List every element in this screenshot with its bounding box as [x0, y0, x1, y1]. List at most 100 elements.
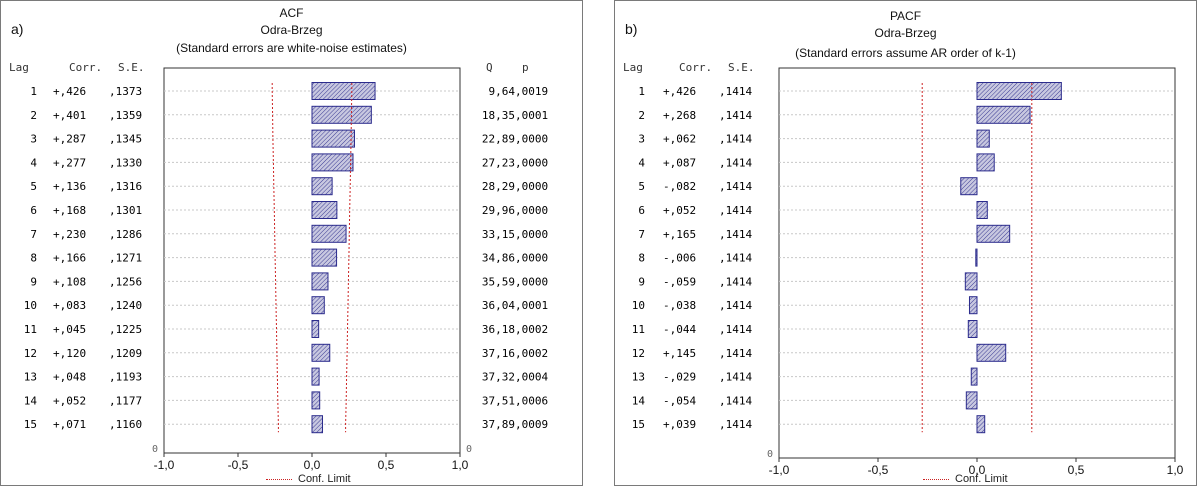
corr-header: Corr. — [679, 61, 713, 74]
pacf-plot: 1 +,426 ,1414 2 +,268 ,1414 3 +,062 ,1414 4 +,087,… — [632, 67, 1184, 477]
p-label: ,0001 — [515, 299, 548, 312]
x-tick-label: 0,0 — [304, 458, 321, 472]
bar-lag-15 — [311, 415, 324, 434]
legend-label: Conf. Limit — [298, 473, 351, 485]
bar-lag-4 — [311, 153, 354, 172]
se-label: ,1160 — [109, 418, 142, 431]
corr-label: +,071 — [53, 418, 86, 431]
x-tick-label: 1,0 — [452, 458, 469, 472]
se-label: ,1414 — [719, 109, 752, 122]
se-label: ,1414 — [719, 133, 752, 146]
corr-label: +,048 — [53, 371, 86, 384]
acf-panel: a) ACF Odra-Brzeg (Standard errors are w… — [0, 0, 583, 486]
lag-label: 7 — [30, 228, 37, 241]
lag-label: 6 — [30, 204, 37, 217]
lag-label: 12 — [24, 347, 37, 360]
bar-lag-13 — [970, 367, 978, 386]
p-label: ,0000 — [515, 252, 548, 265]
q-label: 33,15 — [482, 228, 515, 241]
p-label: ,0002 — [515, 323, 548, 336]
p-label: ,0000 — [515, 133, 548, 146]
bar-lag-3 — [311, 129, 355, 148]
chart-note: (Standard errors are white-noise estimat… — [176, 41, 407, 55]
x-tick-label: -0,5 — [228, 458, 249, 472]
corr-label: +,120 — [53, 347, 86, 360]
x-tick-label: -1,0 — [769, 463, 790, 477]
corr-label: +,287 — [53, 133, 86, 146]
se-label: ,1256 — [109, 275, 142, 288]
lag-label: 12 — [632, 347, 645, 360]
se-label: ,1193 — [109, 371, 142, 384]
se-label: ,1414 — [719, 371, 752, 384]
lag-label: 14 — [24, 394, 38, 407]
bar-lag-10 — [968, 296, 978, 315]
bar-lag-3 — [976, 129, 990, 148]
lag-label: 15 — [24, 418, 37, 431]
conf-limit-lower — [271, 83, 279, 433]
q-label: 34,86 — [482, 252, 515, 265]
se-label: ,1414 — [719, 394, 752, 407]
p-label: ,0002 — [515, 347, 548, 360]
x-tick-label: -1,0 — [154, 458, 175, 472]
se-label: ,1240 — [109, 299, 142, 312]
corr-label: +,268 — [663, 109, 696, 122]
corr-label: -,006 — [663, 252, 696, 265]
se-label: ,1414 — [719, 299, 752, 312]
se-label: ,1414 — [719, 275, 752, 288]
zero-label-left: 0 — [767, 449, 773, 460]
x-tick-label: 0,5 — [378, 458, 395, 472]
se-label: ,1286 — [109, 228, 142, 241]
lag-label: 9 — [30, 275, 37, 288]
chart-note: (Standard errors assume AR order of k-1) — [795, 46, 1016, 60]
p-label: ,0004 — [515, 371, 548, 384]
lag-label: 8 — [30, 252, 37, 265]
bar-lag-6 — [976, 201, 988, 219]
bar-lag-12 — [976, 343, 1007, 362]
corr-label: +,230 — [53, 228, 86, 241]
lag-label: 1 — [638, 85, 645, 98]
lag-header: Lag — [623, 61, 643, 74]
bar-lag-10 — [311, 296, 325, 315]
q-label: 37,16 — [482, 347, 515, 360]
lag-label: 5 — [638, 180, 645, 193]
q-label: 28,29 — [482, 180, 515, 193]
bar-lag-11 — [311, 320, 320, 338]
lag-label: 4 — [30, 156, 37, 169]
bar-lag-7 — [311, 224, 347, 243]
se-label: ,1414 — [719, 418, 752, 431]
bar-lag-13 — [311, 367, 320, 386]
lag-label: 6 — [638, 204, 645, 217]
se-label: ,1345 — [109, 133, 142, 146]
bar-lag-9 — [311, 272, 329, 291]
q-label: 35,59 — [482, 275, 515, 288]
lag-label: 8 — [638, 252, 645, 265]
bar-lag-14 — [965, 391, 978, 410]
lag-label: 1 — [30, 85, 37, 98]
conf-limit-upper — [345, 83, 353, 433]
corr-label: -,038 — [663, 299, 696, 312]
p-label: ,0000 — [515, 275, 548, 288]
bar-lag-8 — [311, 248, 338, 267]
se-label: ,1330 — [109, 156, 142, 169]
corr-label: -,044 — [663, 323, 696, 336]
se-label: ,1316 — [109, 180, 142, 193]
conf-limit-swatch — [266, 478, 292, 480]
corr-label: +,426 — [53, 85, 86, 98]
p-label: ,0009 — [515, 418, 548, 431]
se-label: ,1414 — [719, 204, 752, 217]
lag-label: 4 — [638, 156, 645, 169]
q-label: 36,04 — [482, 299, 515, 312]
se-label: ,1414 — [719, 252, 752, 265]
chart-subtitle: Odra-Brzeg — [260, 23, 323, 37]
corr-label: +,083 — [53, 299, 86, 312]
corr-label: +,052 — [663, 204, 696, 217]
bar-lag-5 — [960, 177, 978, 196]
bar-lag-5 — [311, 177, 333, 196]
corr-label: +,165 — [663, 228, 696, 241]
corr-label: -,059 — [663, 275, 696, 288]
x-tick-label: 0,0 — [969, 463, 986, 477]
q-label: 36,18 — [482, 323, 515, 336]
p-label: ,0000 — [515, 228, 548, 241]
lag-label: 9 — [638, 275, 645, 288]
